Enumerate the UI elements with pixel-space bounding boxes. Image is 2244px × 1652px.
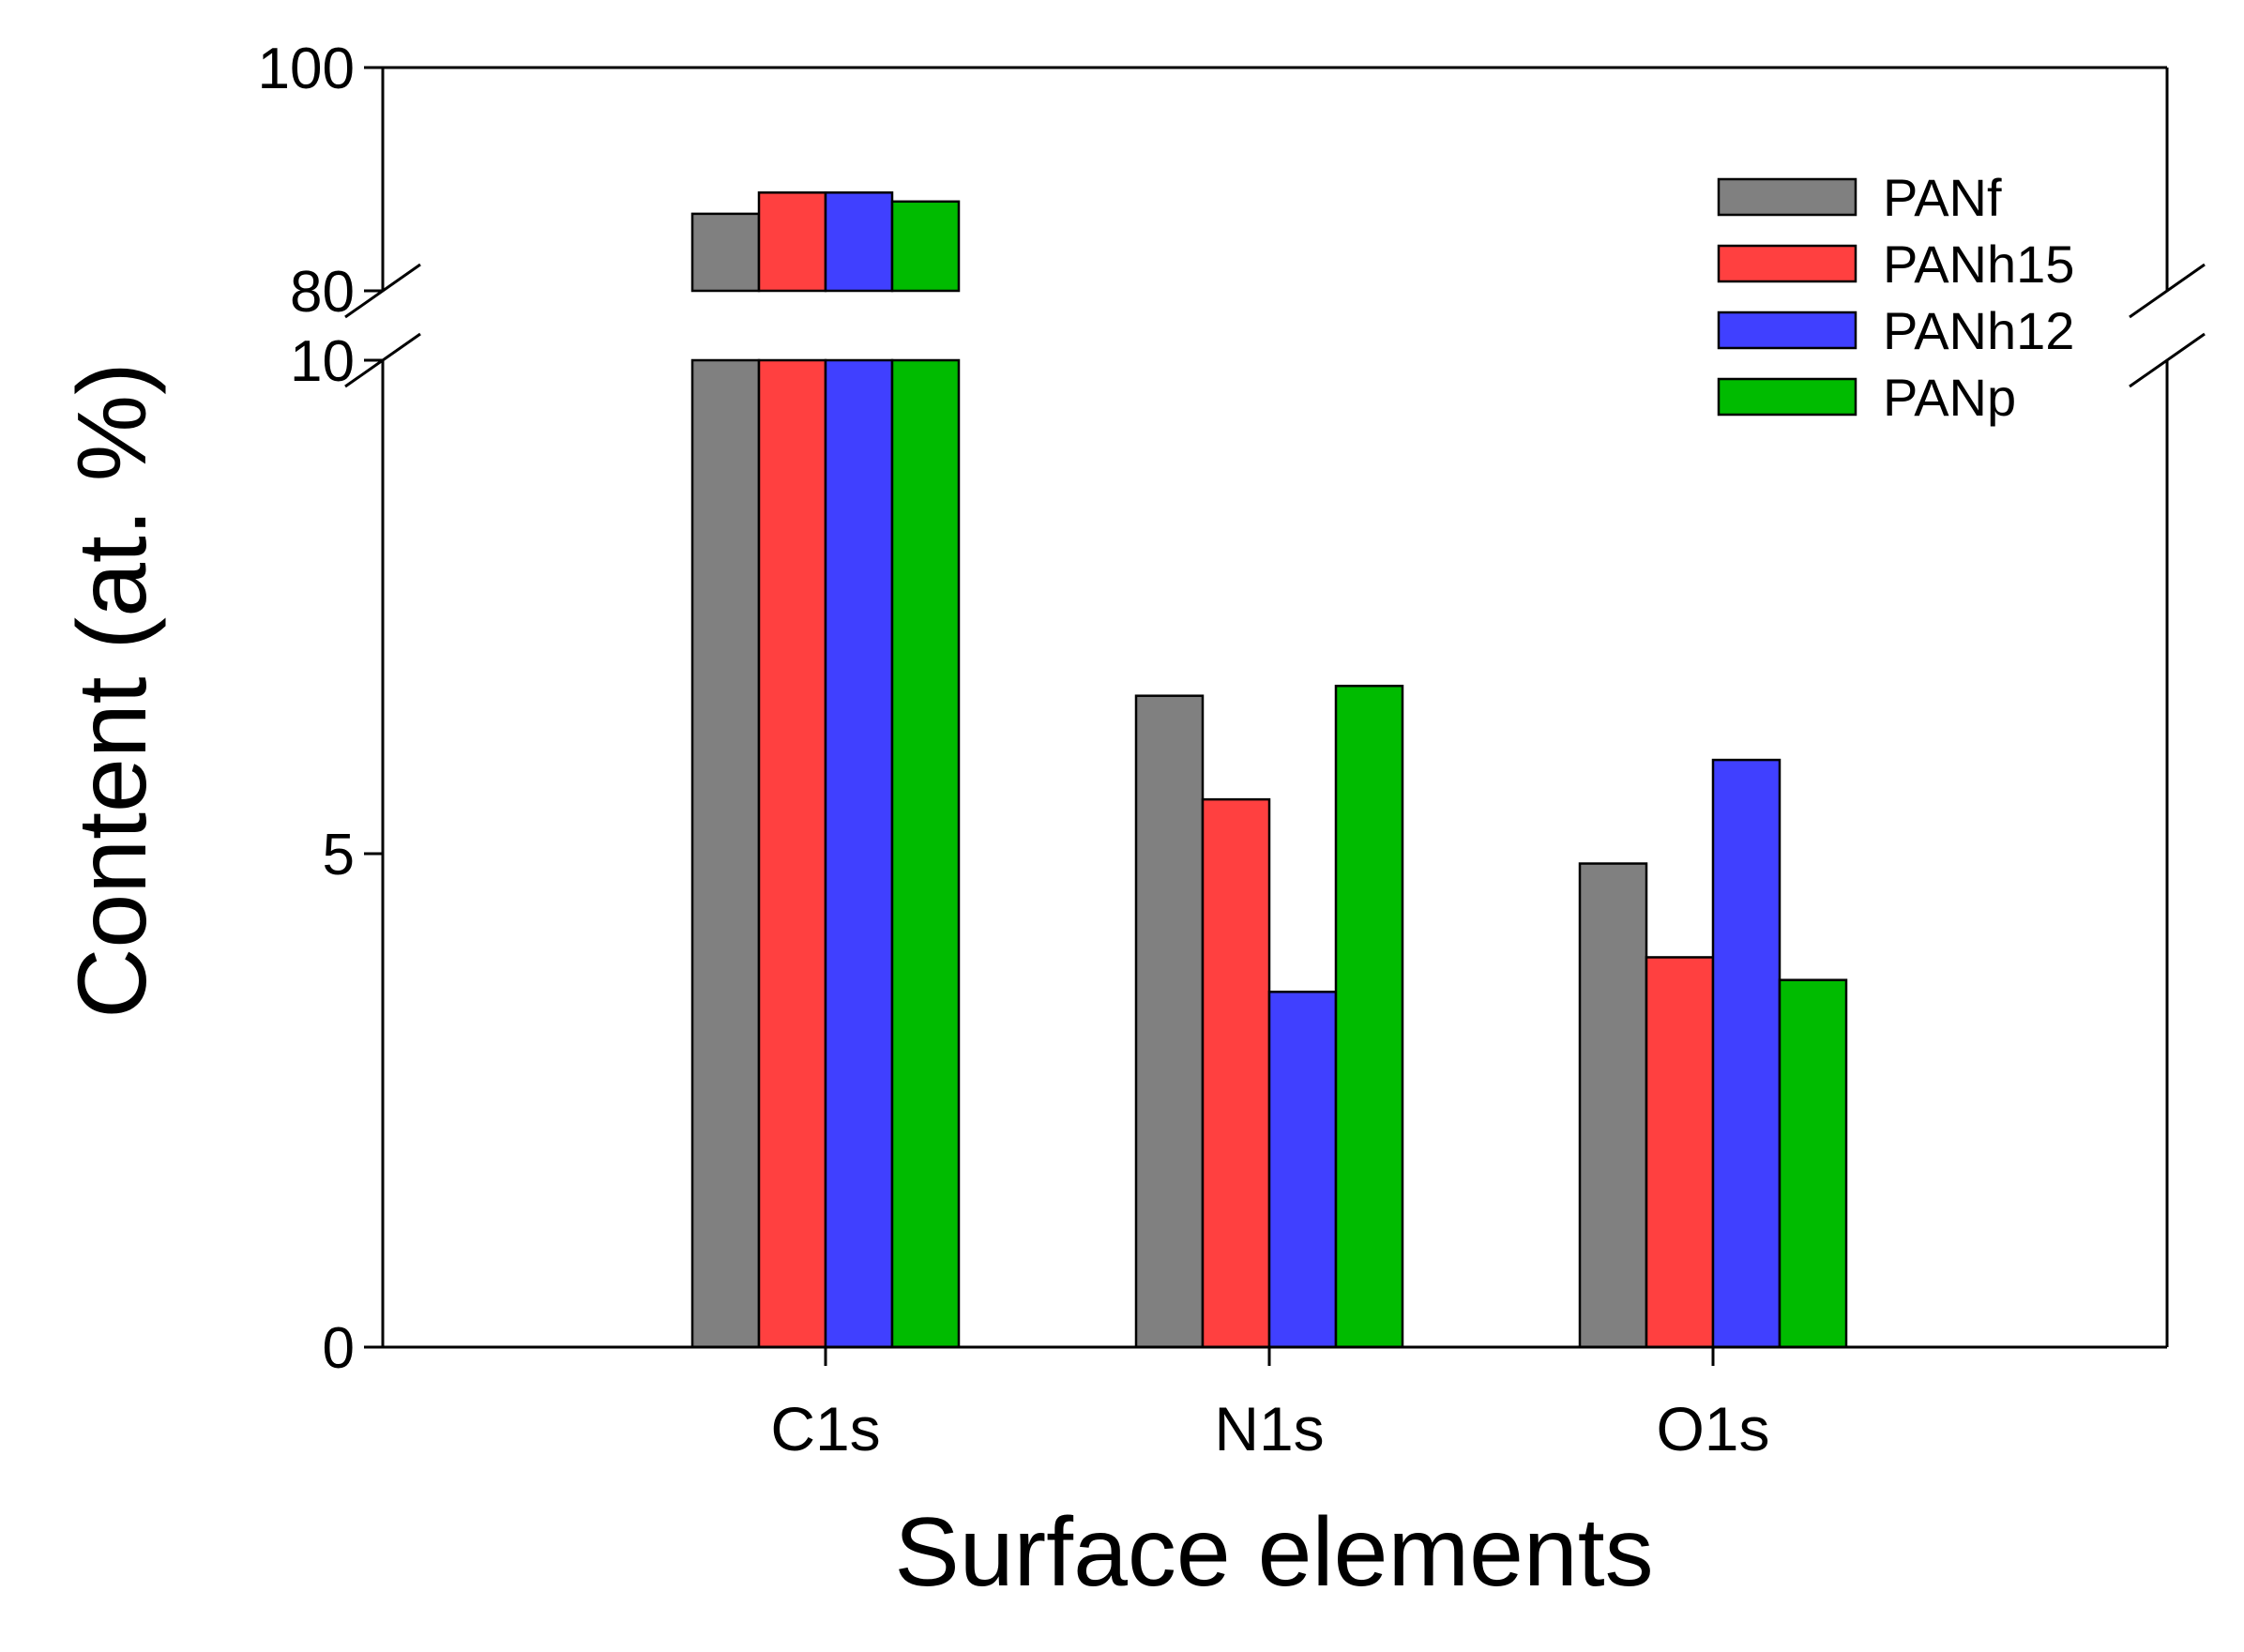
legend: PANf PANh15 PANh12 PANp [1717,168,2074,427]
axis-break-mark [2129,332,2206,388]
bar-c1s-panh12-upper [824,191,894,293]
legend-swatch-panf [1717,177,1857,217]
legend-label-panf: PANf [1883,168,2002,227]
bar-c1s-panh15-upper [757,191,827,293]
x-tick-label-c1s: C1s [770,1394,880,1463]
bar-n1s-panh12 [1267,991,1338,1349]
legend-swatch-panh15 [1717,244,1857,283]
legend-label-panp: PANp [1883,368,2016,427]
x-tick-label-n1s: N1s [1214,1394,1324,1463]
plot-frame [344,66,2206,1349]
legend-swatch-panp [1717,377,1857,417]
y-tick-label-0: 0 [323,1316,355,1381]
bar-o1s-panf [1578,862,1648,1349]
legend-label-panh12: PANh12 [1883,301,2074,360]
bars-group [690,191,1848,1349]
y-axis-title: Content (at. %) [58,362,167,1018]
x-axis-categories: C1s N1s O1s [770,1347,1770,1463]
bar-n1s-panf [1134,694,1205,1349]
bar-o1s-panh12 [1711,758,1782,1349]
axis-break-mark [2129,263,2206,319]
legend-swatch-panh12 [1717,311,1857,350]
bar-o1s-panh15 [1645,956,1715,1349]
bar-c1s-panf-upper [690,212,761,293]
bar-c1s-panp-upper [890,200,961,293]
bar-c1s-panf-lower [690,358,761,1349]
y-tick-label-80: 80 [290,260,355,325]
bar-c1s-panh15-lower [757,358,827,1349]
x-axis-title: Surface elements [894,1498,1653,1607]
bar-c1s-panp-lower [890,358,961,1349]
x-tick-label-o1s: O1s [1656,1394,1769,1463]
bar-n1s-panh15 [1201,797,1271,1349]
bar-n1s-panp [1334,684,1404,1349]
bar-o1s-panp [1778,978,1848,1349]
legend-label-panh15: PANh15 [1883,235,2074,294]
y-tick-label-100: 100 [258,37,355,101]
y-tick-label-10: 10 [290,329,355,394]
bar-c1s-panh12-lower [824,358,894,1349]
y-tick-label-5: 5 [323,823,355,887]
